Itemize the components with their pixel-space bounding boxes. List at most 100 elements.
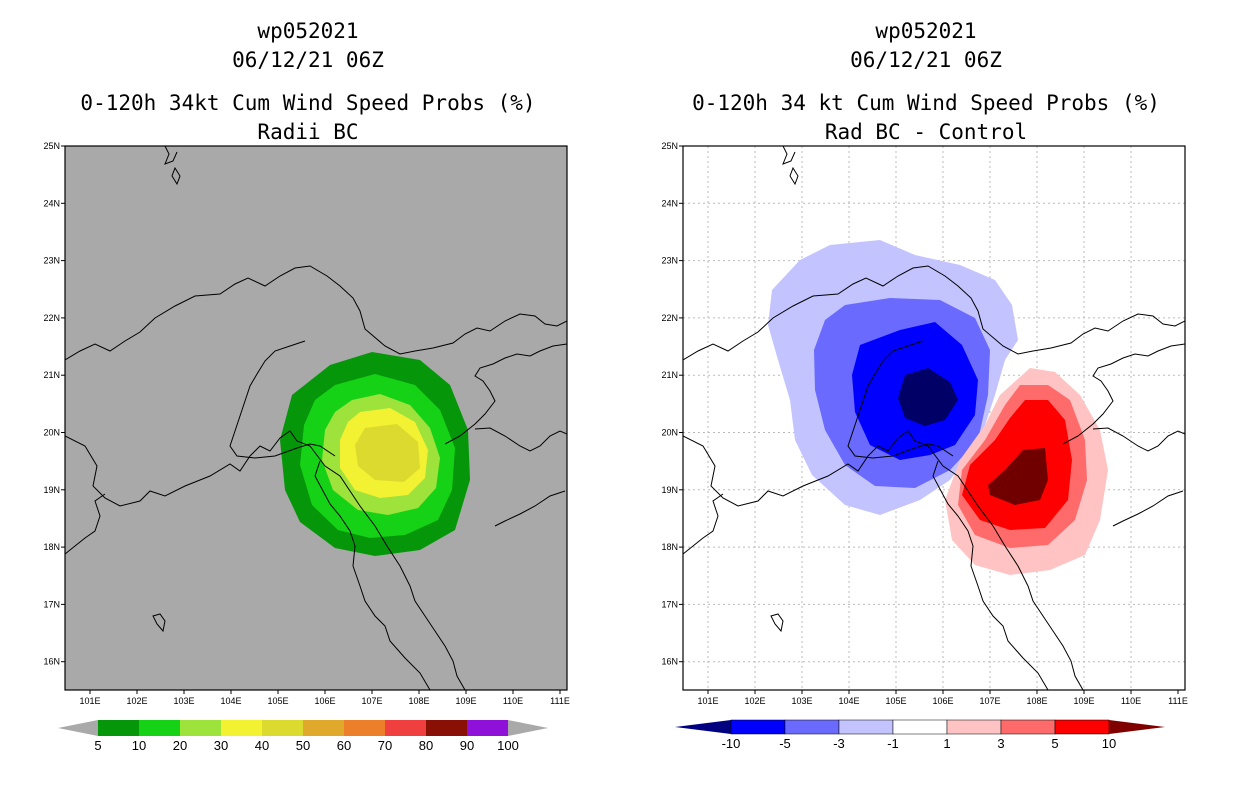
left-lat-label: 17N [43, 599, 60, 609]
left-colorbar-label: 30 [214, 738, 228, 753]
right-colorbar-segment [1054, 719, 1110, 735]
right-lat-label: 16N [661, 657, 678, 667]
right-lon-label: 108E [1026, 696, 1047, 706]
left-lat-label: 20N [43, 428, 60, 438]
right-colorbar-label: -1 [887, 736, 899, 751]
right-lat-label: 25N [661, 141, 678, 151]
right-colorbar: -10 -5 -3 -1 1 3 5 10 [675, 719, 1165, 751]
right-colorbar-label: 3 [997, 736, 1004, 751]
right-lat-label: 19N [661, 485, 678, 495]
right-colorbar-high-arrow [1109, 720, 1165, 734]
left-colorbar-label: 10 [132, 738, 146, 753]
left-lat-label: 19N [43, 485, 60, 495]
left-lat-label: 18N [43, 542, 60, 552]
left-lat-label: 24N [43, 198, 60, 208]
right-colorbar-low-arrow [675, 720, 731, 734]
left-colorbar-segment [262, 720, 303, 736]
left-colorbar-label: 60 [337, 738, 351, 753]
left-colorbar-label: 70 [378, 738, 392, 753]
left-colorbar-low-arrow [58, 720, 98, 736]
left-colorbar-label: 90 [460, 738, 474, 753]
right-colorbar-segment [730, 719, 786, 735]
right-colorbar-segment [784, 719, 840, 735]
left-colorbar-label: 40 [255, 738, 269, 753]
left-lon-label: 110E [503, 696, 523, 706]
left-contour-40pct [355, 424, 420, 482]
right-colorbar-segment [838, 719, 894, 735]
left-lat-label: 22N [43, 313, 60, 323]
left-colorbar-segment [426, 720, 467, 736]
left-colorbar-segment [385, 720, 426, 736]
left-colorbar-label: 80 [419, 738, 433, 753]
left-lon-label: 108E [408, 696, 429, 706]
left-colorbar-label: 5 [94, 738, 101, 753]
left-lon-label: 109E [455, 696, 476, 706]
left-colorbar-segment [467, 720, 508, 736]
left-title-storm: wp052021 [257, 19, 358, 43]
right-colorbar-label: -10 [722, 736, 741, 751]
left-lon-label: 102E [126, 696, 147, 706]
left-colorbar-segment [180, 720, 221, 736]
right-lat-label: 22N [661, 313, 678, 323]
left-lon-label: 111E [550, 696, 570, 706]
right-lat-label: 23N [661, 256, 678, 266]
right-contour-neg10 [898, 368, 958, 426]
right-difference-map [683, 146, 1185, 690]
right-colorbar-segment [946, 719, 1002, 735]
right-colorbar-label: -5 [779, 736, 791, 751]
right-lon-label: 107E [979, 696, 1000, 706]
right-title-storm: wp052021 [875, 19, 976, 43]
right-lon-label: 102E [744, 696, 765, 706]
right-colorbar-segment [892, 719, 948, 735]
right-lon-label: 111E [1168, 696, 1188, 706]
left-colorbar-segment [344, 720, 385, 736]
left-colorbar-segment [221, 720, 262, 736]
right-lon-label: 110E [1121, 696, 1141, 706]
left-colorbar-label: 20 [173, 738, 187, 753]
right-colorbar-label: 5 [1051, 736, 1058, 751]
right-title-product: 0-120h 34 kt Cum Wind Speed Probs (%) [692, 91, 1160, 115]
right-lon-label: 103E [791, 696, 812, 706]
right-lat-label: 20N [661, 428, 678, 438]
right-lat-label: 21N [661, 370, 678, 380]
left-colorbar-segment [98, 720, 139, 736]
right-colorbar-label: -3 [833, 736, 845, 751]
left-lon-label: 104E [220, 696, 241, 706]
left-colorbar-high-arrow [508, 720, 548, 736]
left-map-axes: 25N 24N 23N 22N 21N 20N 19N 18N 17N 16N 101E 102E 10… [43, 141, 569, 706]
left-title-subtitle: Radii BC [257, 120, 358, 144]
left-title-datetime: 06/12/21 06Z [232, 48, 384, 72]
left-lat-label: 16N [43, 657, 60, 667]
left-map-frame [64, 145, 568, 691]
left-lat-label: 21N [43, 370, 60, 380]
right-lat-label: 24N [661, 198, 678, 208]
right-colorbar-label: 1 [943, 736, 950, 751]
right-lat-label: 17N [661, 599, 678, 609]
right-colorbar-label: 10 [1102, 736, 1116, 751]
right-title-subtitle: Rad BC - Control [825, 120, 1027, 144]
right-map-axes: 25N 24N 23N 22N 21N 20N 19N 18N 17N 16N 101E 102E 10… [661, 141, 1187, 706]
left-colorbar-label: 50 [296, 738, 310, 753]
left-lon-label: 101E [79, 696, 100, 706]
left-colorbar: 5 10 20 30 40 50 60 70 80 90 100 [58, 720, 548, 753]
left-lon-label: 107E [361, 696, 382, 706]
left-lat-label: 25N [43, 141, 60, 151]
right-lon-label: 101E [697, 696, 718, 706]
right-lon-label: 106E [932, 696, 953, 706]
right-lon-label: 104E [838, 696, 859, 706]
left-lon-label: 106E [314, 696, 335, 706]
right-colorbar-segment [1000, 719, 1056, 735]
left-probability-map [65, 146, 567, 690]
right-title-datetime: 06/12/21 06Z [850, 48, 1002, 72]
left-colorbar-label: 100 [497, 738, 519, 753]
left-colorbar-segment [139, 720, 180, 736]
left-colorbar-segment [303, 720, 344, 736]
right-lon-label: 105E [885, 696, 906, 706]
right-lon-label: 109E [1073, 696, 1094, 706]
right-contour-pos10 [988, 448, 1048, 505]
left-title-product: 0-120h 34kt Cum Wind Speed Probs (%) [80, 91, 535, 115]
right-lat-label: 18N [661, 542, 678, 552]
right-map-frame [682, 145, 1186, 691]
left-lon-label: 103E [173, 696, 194, 706]
